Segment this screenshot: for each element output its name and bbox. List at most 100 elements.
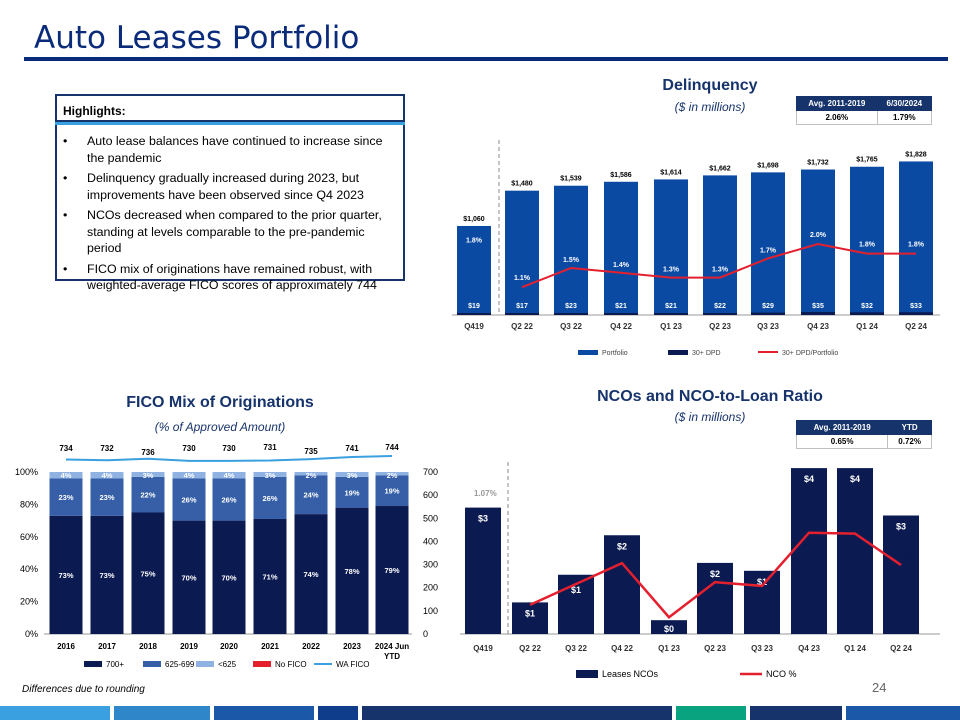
portfolio-label: $1,586 (610, 172, 632, 179)
footer-stripe (676, 706, 746, 720)
portfolio-label: $1,060 (463, 216, 485, 223)
delinquency-title: Delinquency (662, 77, 758, 94)
fico-segment-label: 2% (306, 471, 317, 480)
fico-segment-label: 71% (262, 572, 277, 581)
fico-y2-tick: 100 (423, 606, 438, 616)
fico-segment-label: 74% (303, 570, 318, 579)
highlights-header: Highlights: (55, 94, 405, 122)
dpd-bar (703, 313, 737, 315)
legend-label: 30+ DPD (692, 350, 721, 357)
fico-segment-label: 75% (140, 569, 155, 578)
nco-bar-label: $1 (757, 577, 767, 587)
nco-bar (604, 535, 640, 634)
nco-avg-table: Avg. 2011-2019 YTD 0.65% 0.72% (795, 420, 932, 449)
fico-segment-700 (131, 512, 165, 634)
delinq-x-tick: Q2 24 (905, 322, 927, 331)
fico-segment-625699 (253, 476, 287, 519)
fico-x-tick: 2018 (139, 642, 157, 651)
legend-swatch (578, 350, 598, 355)
wa-fico-label: 735 (304, 447, 318, 456)
portfolio-label: $1,698 (757, 162, 779, 169)
legend-label: 30+ DPD/Portfolio (782, 350, 838, 357)
fico-segment-625 (375, 472, 409, 476)
nco-x-tick: Q3 23 (751, 644, 773, 653)
delinq-x-tick: Q3 23 (757, 322, 779, 331)
dpd-bar (801, 312, 835, 315)
nco-bar-label: $1 (525, 608, 535, 618)
portfolio-label: $1,614 (660, 169, 682, 176)
dpd-ratio-line (521, 242, 916, 289)
legend-label: Portfolio (602, 350, 628, 357)
delinq-table-header: Avg. 2011-2019 (796, 96, 878, 111)
fico-segment-label: 78% (344, 567, 359, 576)
highlights-heading: Highlights: (63, 104, 126, 118)
delinq-table-value: 1.79% (876, 110, 933, 125)
delinq-x-tick: Q4 22 (610, 322, 632, 331)
portfolio-bar (654, 179, 688, 315)
nco-table-value: 0.65% (795, 434, 889, 449)
nco-subtitle: ($ in millions) (674, 410, 746, 424)
nco-bar-label: $1 (571, 585, 581, 595)
highlights-box: Auto lease balances have continued to in… (55, 125, 405, 292)
portfolio-bar (604, 181, 638, 315)
dpd-bar (604, 313, 638, 315)
portfolio-label: $1,732 (807, 160, 829, 167)
dpd-label: $35 (812, 303, 824, 310)
fico-segment-625699 (172, 478, 206, 521)
ratio-label: 1.8% (859, 242, 876, 249)
delinq-x-tick: Q1 24 (856, 322, 878, 331)
fico-segment-700 (49, 515, 83, 634)
nco-table-value: 0.72% (887, 434, 932, 449)
footer-stripe (0, 706, 110, 720)
fico-segment-label: 3% (265, 471, 276, 480)
legend-label: No FICO (275, 660, 307, 669)
fico-segment-label: 79% (384, 566, 399, 575)
nco-bar (744, 570, 780, 634)
fico-segment-label: 19% (344, 488, 359, 497)
fico-segment-625699 (49, 478, 83, 516)
fico-segment-625699 (212, 478, 246, 521)
dpd-bar (457, 313, 491, 315)
legend-label: Leases NCOs (602, 669, 659, 679)
wa-fico-label: 732 (100, 444, 114, 453)
fico-y-tick: 40% (20, 564, 38, 574)
portfolio-bar (850, 166, 884, 315)
nco-pct-line (529, 531, 902, 619)
fico-segment-625699 (375, 475, 409, 507)
fico-segment-700 (212, 520, 246, 634)
fico-title: FICO Mix of Originations (126, 394, 314, 411)
portfolio-label: $1,480 (511, 181, 533, 188)
delinq-x-tick: Q1 23 (660, 322, 682, 331)
nco-x-tick: Q2 22 (519, 644, 541, 653)
dpd-bar (751, 312, 785, 315)
highlight-bullet: FICO mix of originations have remained r… (63, 261, 395, 294)
dpd-bar (850, 312, 884, 315)
fico-y2-tick: 300 (423, 560, 438, 570)
delinq-x-tick: Q2 22 (511, 322, 533, 331)
dpd-label: $17 (516, 303, 528, 310)
dpd-bar (654, 313, 688, 315)
dpd-label: $23 (565, 303, 577, 310)
wa-fico-label: 736 (141, 448, 155, 457)
ratio-label: 1.5% (563, 257, 580, 264)
portfolio-bar (899, 161, 933, 315)
wa-fico-label: 731 (263, 443, 277, 452)
fico-segment-700 (172, 520, 206, 634)
fico-segment-700 (90, 515, 124, 634)
fico-segment-label: 26% (221, 496, 236, 505)
fico-segment-700 (335, 507, 369, 634)
nco-x-tick: Q4 22 (611, 644, 633, 653)
wa-fico-label: 744 (385, 443, 399, 452)
footer-stripe (214, 706, 314, 720)
dpd-label: $33 (910, 303, 922, 310)
portfolio-bar (505, 190, 539, 315)
fico-x-tick: 2020 (220, 642, 238, 651)
fico-y2-tick: 200 (423, 583, 438, 593)
fico-segment-625 (335, 472, 369, 477)
ratio-label: 1.4% (613, 262, 630, 269)
dpd-bar (554, 313, 588, 315)
fico-segment-label: 26% (262, 494, 277, 503)
footer-stripe (318, 706, 358, 720)
dpd-bar (505, 313, 539, 315)
